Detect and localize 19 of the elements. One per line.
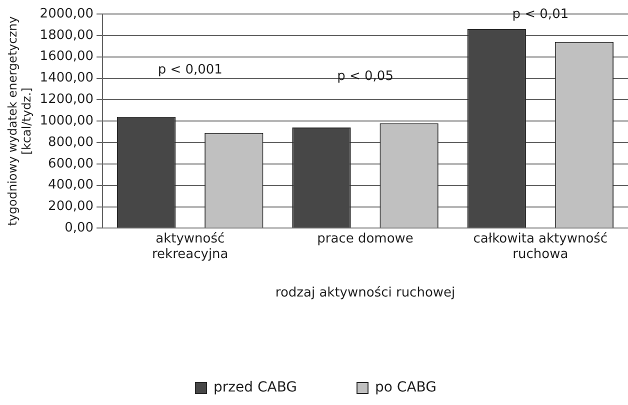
y-tick-label: 2000,00	[40, 6, 94, 22]
y-tick-label: 200,00	[48, 199, 94, 214]
x-tick-label: całkowita aktywność ruchowa	[473, 231, 608, 262]
y-tick-label: 1400,00	[40, 70, 94, 86]
x-tick-label: prace domowe	[317, 231, 414, 246]
legend-label: po CABG	[375, 380, 436, 396]
y-tick-label: 1800,00	[40, 28, 94, 43]
x-axis-title: rodzaj aktywności ruchowej	[275, 286, 456, 301]
y-tick-label: 1000,00	[40, 113, 94, 128]
y-tick-label: 0,00	[64, 220, 94, 236]
y-tick-label: 1600,00	[40, 49, 94, 64]
y-tick-label: 1200,00	[40, 92, 94, 108]
y-tick-label: 600,00	[48, 156, 94, 172]
legend-label: przed CABG	[214, 380, 298, 396]
annotation: p < 0,001	[158, 62, 222, 78]
y-axis-title: tygodniowy wydatek energetyczny [kcal/tydz.]	[5, 16, 34, 226]
x-tick-label: aktywność rekreacyjna	[152, 231, 228, 262]
y-tick-label: 800,00	[48, 134, 94, 150]
y-tick-label: 400,00	[48, 178, 94, 193]
